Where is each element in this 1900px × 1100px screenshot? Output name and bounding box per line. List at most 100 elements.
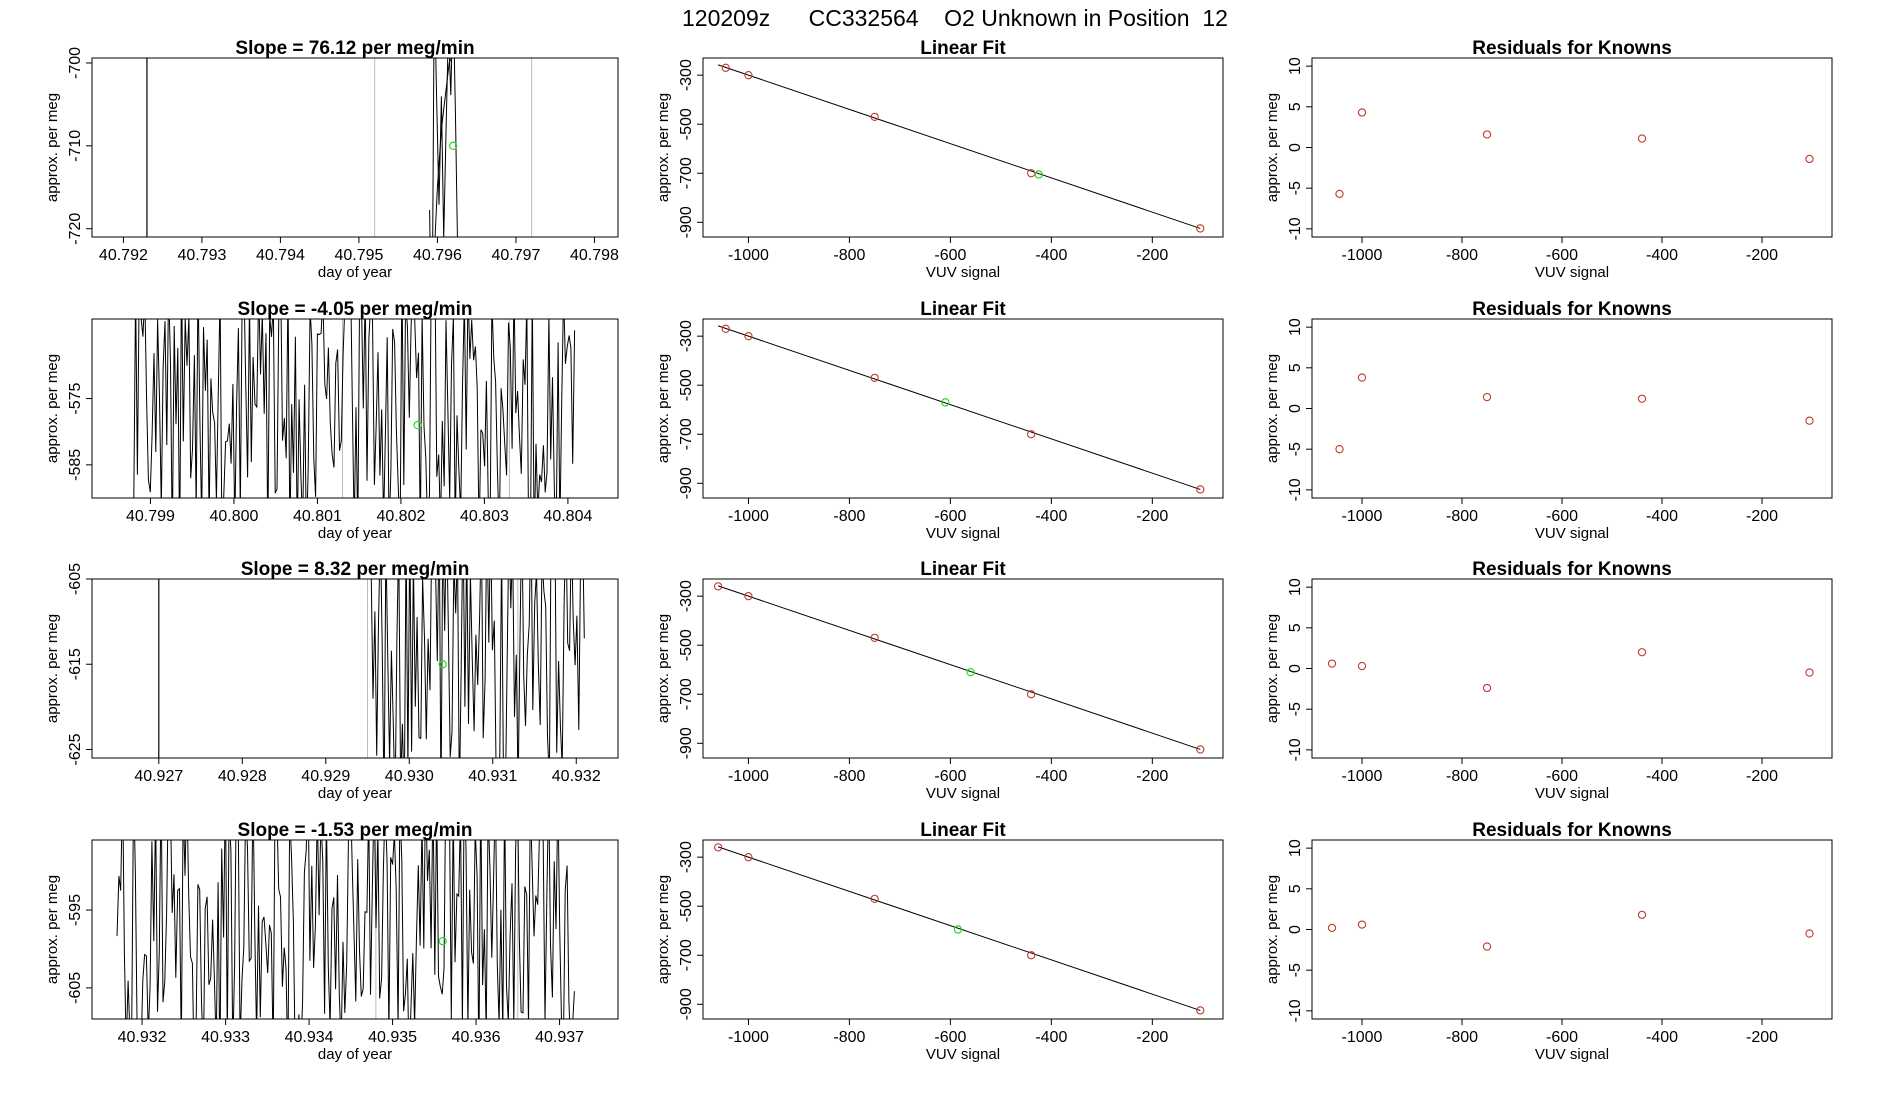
residuals-r1-ytick-label: 10 [1287, 57, 1304, 75]
linear-fit-r2-xtick-label: -200 [1136, 508, 1168, 525]
linear-fit-r3-ytick-label: -900 [678, 727, 695, 759]
time-series-r1-xtick-label: 40.795 [334, 247, 383, 264]
linear-fit-r3-xtick-label: -800 [833, 768, 865, 785]
linear-fit-r4-xtick-label: -600 [934, 1029, 966, 1046]
linear-fit-r4-ytick-label: -500 [678, 890, 695, 922]
linear-fit-r1-frame [702, 57, 1224, 238]
linear-fit-r1-plot-area [717, 63, 1205, 233]
linear-fit-r3-fit-line [717, 585, 1201, 750]
linear-fit-r2-plot-area [717, 324, 1205, 494]
time-series-r2-plot-area [133, 319, 576, 498]
residuals-r3-xlabel: VUV signal [1535, 785, 1609, 802]
residuals-r1-residual-point [1335, 189, 1344, 199]
residuals-r4-xtick-label: -600 [1546, 1029, 1578, 1046]
linear-fit-r3-xtick-label: -400 [1035, 768, 1067, 785]
linear-fit-r3-xtick-label: -600 [934, 768, 966, 785]
residuals-r4-xtick-label: -800 [1446, 1029, 1478, 1046]
residuals-r1-residual-point [1482, 130, 1492, 139]
time-series-r1-ytick-label: -720 [67, 213, 84, 245]
residuals-r2-frame [1311, 318, 1833, 499]
time-series-r4-data-trace [116, 840, 575, 1019]
time-series-r1-xtick-label: 40.792 [99, 247, 148, 264]
time-series-r2-frame [91, 318, 619, 499]
residuals-r2-xtick-label: -1000 [1342, 508, 1383, 525]
residuals-r3-xtick-label: -400 [1646, 768, 1678, 785]
time-series-r3-ylabel: approx. per meg [44, 614, 61, 723]
residuals-r2-xtick-label: -200 [1746, 508, 1778, 525]
residuals-r1-residual-point [1805, 154, 1814, 164]
residuals-r2-residual-point [1335, 445, 1344, 454]
linear-fit-r2-panel: -1000 -800 -600 -400 -200 -900 -700 -500 -300 Lin… [655, 299, 1224, 542]
residuals-r1-ytick-label: -5 [1287, 181, 1304, 195]
residuals-r1-ytick-label: -10 [1287, 217, 1304, 240]
time-series-r4-ytick-label: -605 [67, 972, 84, 1004]
linear-fit-r4-unknown-point [953, 925, 963, 934]
time-series-r2-xtick-label: 40.801 [293, 508, 342, 525]
residuals-r4-title: Residuals for Knowns [1472, 820, 1672, 841]
residuals-r3-xtick-label: -600 [1546, 768, 1578, 785]
residuals-r2-ytick-label: 0 [1287, 404, 1304, 413]
time-series-r3-xlabel: day of year [318, 785, 392, 802]
time-series-r1-data-trace-rise [434, 58, 453, 237]
time-series-r4-xtick-label: 40.936 [452, 1029, 501, 1046]
residuals-r3-ytick-label: 10 [1287, 578, 1304, 596]
residuals-r1-ylabel: approx. per meg [1264, 93, 1281, 202]
time-series-r3-xtick-label: 40.929 [301, 768, 350, 785]
linear-fit-r4-xtick-label: -400 [1035, 1029, 1067, 1046]
time-series-r3-xtick-label: 40.928 [218, 768, 267, 785]
linear-fit-r4-known-point [870, 894, 879, 903]
linear-fit-r1-title: Linear Fit [920, 38, 1006, 59]
residuals-r3-ytick-label: 5 [1287, 623, 1304, 632]
linear-fit-r3-xtick-label: -200 [1136, 768, 1168, 785]
linear-fit-r4-xtick-label: -1000 [728, 1029, 769, 1046]
residuals-r1-plot-area [1335, 108, 1814, 199]
linear-fit-r1-ytick-label: -700 [678, 157, 695, 189]
linear-fit-r3-known-point [1027, 690, 1036, 699]
residuals-r3-ytick-label: 0 [1287, 664, 1304, 673]
linear-fit-r1-xtick-label: -200 [1136, 247, 1168, 264]
residuals-r2-ytick-label: -10 [1287, 478, 1304, 501]
linear-fit-r4-known-point [1027, 951, 1036, 960]
time-series-r2-ylabel: approx. per meg [44, 354, 61, 463]
linear-fit-r1-known-point [1196, 224, 1205, 233]
residuals-r3-title: Residuals for Knowns [1472, 559, 1672, 580]
time-series-r2-data-trace [133, 319, 576, 498]
residuals-r1-xlabel: VUV signal [1535, 264, 1609, 281]
time-series-r2-ytick-label: -575 [67, 382, 84, 414]
linear-fit-r3-ylabel: approx. per meg [655, 614, 672, 723]
residuals-r1-ytick-label: 5 [1287, 102, 1304, 111]
linear-fit-r2-xtick-label: -400 [1035, 508, 1067, 525]
linear-fit-r2-fit-line [717, 325, 1201, 490]
residuals-r3-residual-point [1805, 668, 1814, 677]
residuals-r2-ytick-label: 10 [1287, 318, 1304, 336]
residuals-r3-plot-area [1327, 648, 1814, 693]
linear-fit-r2-ytick-label: -700 [678, 418, 695, 450]
residuals-r1-panel: -1000 -800 -600 -400 -200 -10 -5 0 5 10 Residuals … [1264, 38, 1833, 281]
residuals-r3-xtick-label: -200 [1746, 768, 1778, 785]
residuals-r2-ytick-label: -5 [1287, 442, 1304, 456]
time-series-r3-title: Slope = 8.32 per meg/min [241, 559, 470, 580]
residuals-r3-residual-point [1327, 659, 1337, 668]
time-series-r1-ytick-label: -710 [67, 130, 84, 162]
linear-fit-r1-panel: -1000 -800 -600 -400 -200 -900 -700 -500 -300 Lin… [655, 38, 1224, 281]
residuals-r2-ytick-label: 5 [1287, 363, 1304, 372]
time-series-r1-frame [91, 57, 619, 238]
residuals-r3-ytick-label: -10 [1287, 738, 1304, 761]
time-series-r2-xlabel: day of year [318, 525, 392, 542]
linear-fit-r2-frame [702, 318, 1224, 499]
time-series-r2-ytick-label: -585 [67, 449, 84, 481]
residuals-r3-residual-point [1357, 661, 1367, 671]
linear-fit-r1-unknown-point [1034, 170, 1043, 179]
time-series-r4-panel: 40.932 40.933 40.934 40.935 40.936 40.937 -605… [44, 820, 619, 1063]
residuals-r2-residual-point [1805, 416, 1814, 425]
residuals-r1-residual-point [1357, 108, 1367, 117]
linear-fit-r3-xlabel: VUV signal [926, 785, 1000, 802]
linear-fit-r4-ytick-label: -700 [678, 939, 695, 971]
linear-fit-r4-panel: -1000 -800 -600 -400 -200 -900 -700 -500 -300 Lin… [655, 820, 1224, 1063]
time-series-r2-xtick-label: 40.800 [209, 508, 258, 525]
residuals-r2-xtick-label: -400 [1646, 508, 1678, 525]
time-series-r4-xlabel: day of year [318, 1046, 392, 1063]
residuals-r4-residual-point [1327, 923, 1337, 933]
linear-fit-r4-ytick-label: -900 [678, 988, 695, 1020]
